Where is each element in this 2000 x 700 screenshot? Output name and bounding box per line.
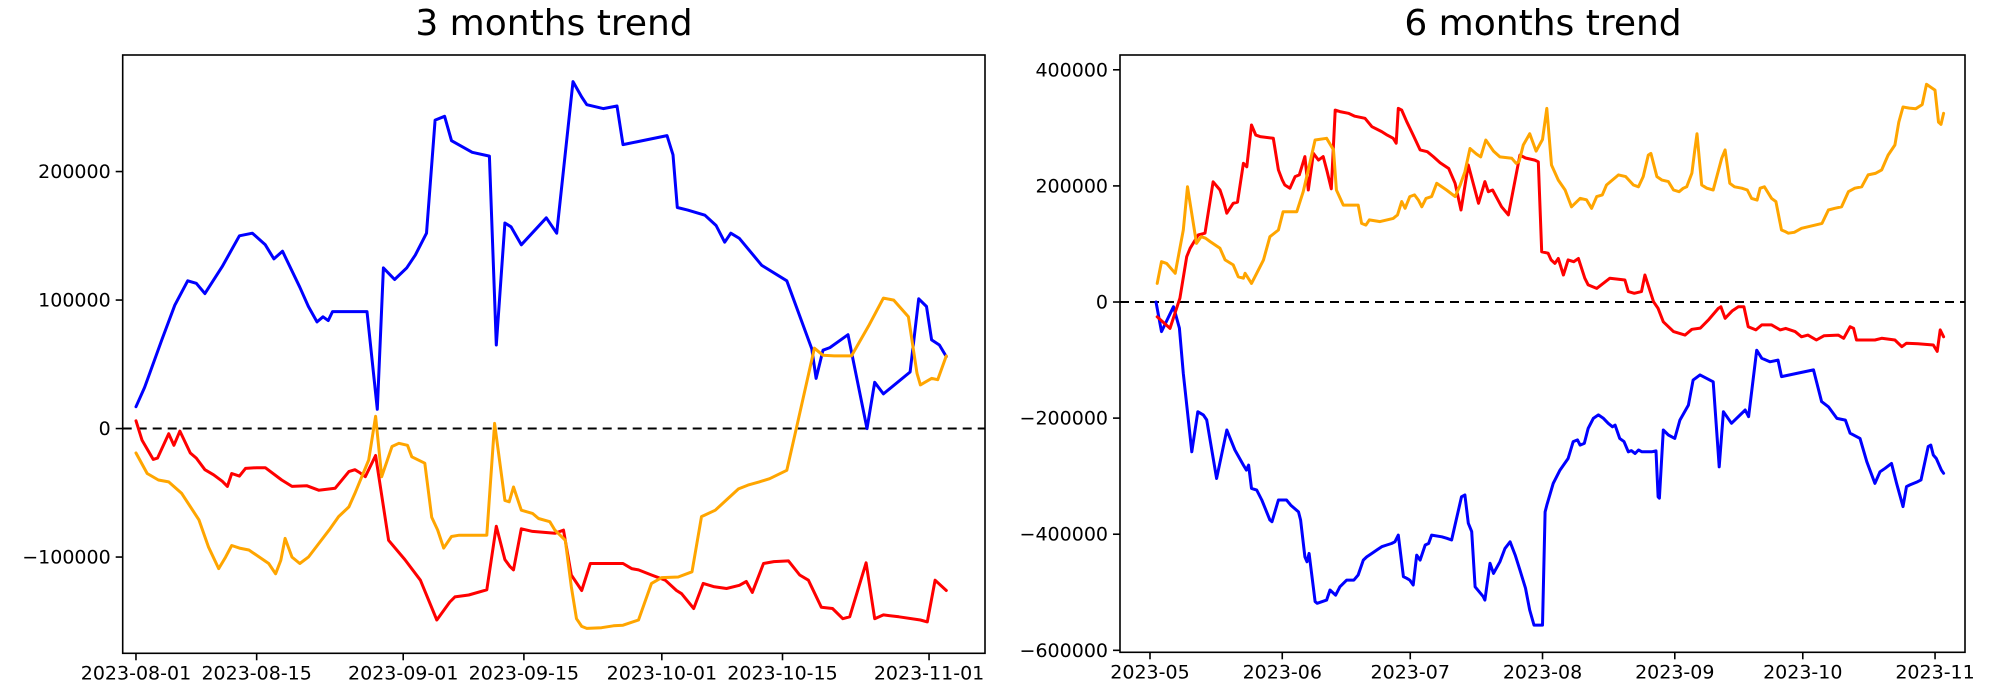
- y-tick-label: −200000: [1020, 408, 1108, 430]
- y-tick-label: −600000: [1020, 640, 1108, 662]
- y-tick-label: 200000: [1035, 175, 1108, 197]
- x-tick-label: 2023-06: [1243, 661, 1322, 683]
- x-tick-label: 2023-11: [1895, 661, 1974, 683]
- series-line-blue: [134, 80, 948, 431]
- x-tick-label: 2023-09: [1635, 661, 1714, 683]
- x-tick-label: 2023-11-01: [874, 662, 984, 684]
- y-tick-label: 0: [99, 418, 111, 440]
- series-line-orange: [134, 296, 948, 630]
- x-tick-label: 2023-09-01: [348, 662, 458, 684]
- series-line-orange: [1155, 82, 1946, 285]
- chart-title-3-months-trend: 3 months trend: [415, 3, 693, 44]
- chart-six_month: 2023-05 2023-06 2023-07 2023-08 2023-09 2023-…: [1020, 54, 1975, 683]
- x-tick-label: 2023-08-01: [81, 662, 191, 684]
- x-tick-label: 2023-08-15: [201, 662, 311, 684]
- x-tick-label: 2023-10-15: [727, 662, 837, 684]
- x-tick-label: 2023-09-15: [469, 662, 579, 684]
- x-tick-label: 2023-05: [1110, 661, 1189, 683]
- y-tick-label: 100000: [38, 290, 111, 312]
- series-line-red: [1155, 106, 1946, 353]
- x-tick-label: 2023-10: [1763, 661, 1842, 683]
- x-tick-label: 2023-10-01: [607, 662, 717, 684]
- y-tick-label: 0: [1096, 291, 1108, 313]
- series-line-blue: [1154, 300, 1946, 627]
- y-tick-label: 400000: [1035, 59, 1108, 81]
- y-tick-label: −400000: [1020, 524, 1108, 546]
- series-line-red: [134, 419, 948, 624]
- chart-three_month: 2023-08-01 2023-08-15 2023-09-01 2023-09-15…: [22, 54, 986, 684]
- plot-frame: [121, 54, 986, 655]
- y-tick-label: −100000: [22, 547, 110, 569]
- chart-title-6-months-trend: 6 months trend: [1404, 3, 1682, 44]
- y-tick-label: 200000: [38, 161, 111, 183]
- x-tick-label: 2023-07: [1371, 661, 1450, 683]
- x-tick-label: 2023-08: [1503, 661, 1582, 683]
